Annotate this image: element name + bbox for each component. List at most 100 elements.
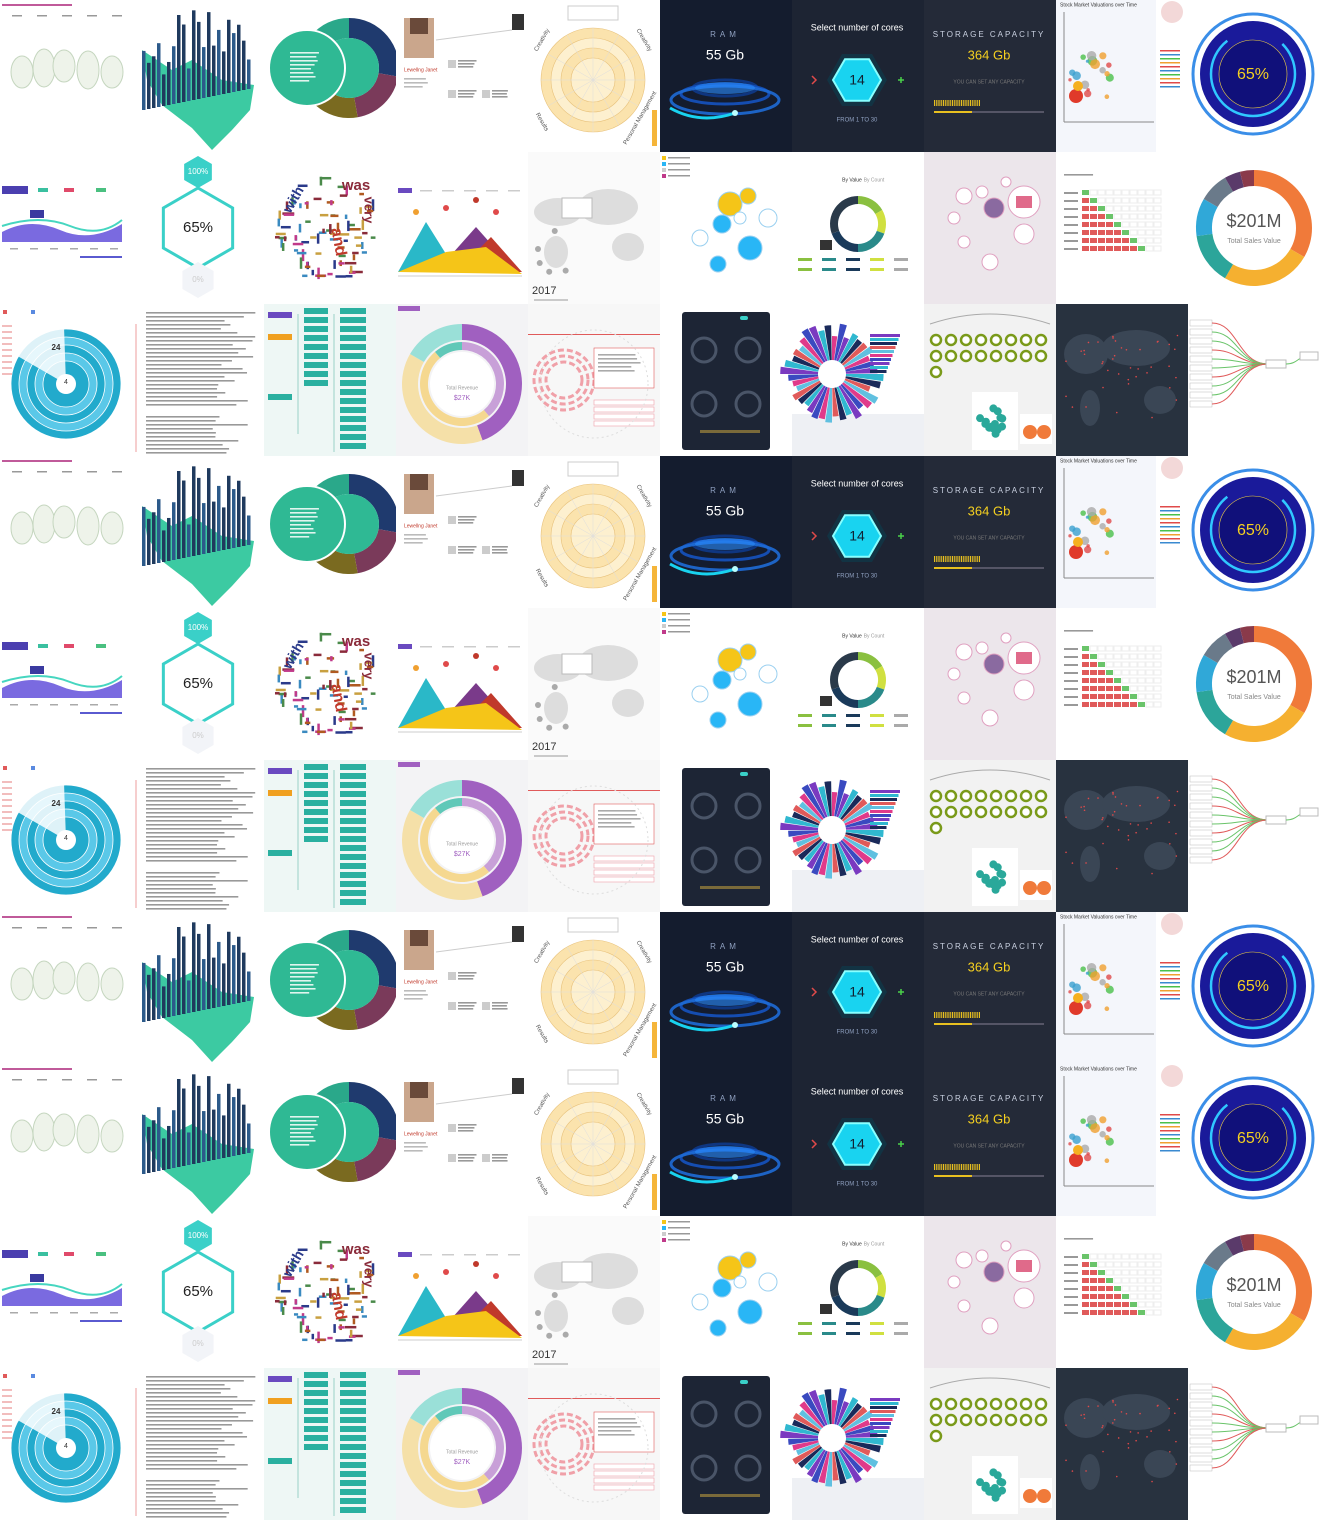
map-blob <box>76 50 100 90</box>
segment <box>875 210 886 234</box>
bubble <box>1104 94 1110 100</box>
cell <box>1113 653 1122 660</box>
segment <box>435 342 462 358</box>
segment <box>354 73 399 118</box>
route-dot <box>1112 1401 1114 1403</box>
bubble <box>1085 1123 1089 1127</box>
toggle <box>740 316 748 320</box>
tile: 244 <box>0 1368 132 1520</box>
cell <box>1090 1286 1097 1291</box>
capacity-tick <box>944 556 946 562</box>
bubble <box>1085 59 1089 63</box>
text-line <box>146 356 254 358</box>
text-line <box>598 810 636 812</box>
route-dot <box>1113 354 1116 357</box>
word <box>338 1318 346 1322</box>
metric <box>593 399 655 406</box>
hex-bottom <box>182 1326 214 1362</box>
segment <box>824 1389 832 1425</box>
tile <box>660 152 792 304</box>
text-line <box>146 328 221 330</box>
continent <box>1144 1450 1176 1478</box>
word <box>345 730 353 734</box>
cell <box>1129 213 1138 220</box>
highlight-wedge <box>17 1392 66 1448</box>
center <box>430 808 494 872</box>
route-dot <box>1101 362 1103 365</box>
capacity-tick <box>973 1012 975 1018</box>
year-line <box>37 1079 47 1081</box>
route-dot <box>1129 1431 1132 1433</box>
bar-3d <box>182 936 186 1014</box>
word <box>302 730 308 734</box>
tree-node <box>1019 333 1033 347</box>
label: was <box>341 1241 370 1258</box>
legend-swatch <box>31 1374 35 1378</box>
node <box>304 1426 328 1432</box>
segment <box>349 930 399 989</box>
cell <box>1098 662 1105 667</box>
map-blob <box>52 1113 76 1147</box>
text-line <box>290 80 310 82</box>
route-dot <box>1107 1433 1109 1436</box>
capacity-tick <box>935 556 937 562</box>
bar-3d <box>142 962 146 1022</box>
word <box>338 1297 350 1300</box>
marker <box>536 1324 543 1331</box>
cell <box>1113 669 1122 676</box>
label: 4 <box>64 1443 68 1450</box>
cell <box>1082 246 1089 251</box>
segment <box>806 1449 826 1478</box>
cell <box>1105 1261 1114 1268</box>
bar-3d <box>192 922 196 1012</box>
year-line <box>12 15 22 17</box>
segment <box>798 801 822 822</box>
word <box>278 692 287 696</box>
text-line <box>146 372 248 374</box>
text-line <box>146 1376 256 1378</box>
word <box>316 730 326 734</box>
node <box>304 335 328 341</box>
bar-3d <box>207 468 211 553</box>
capacity-tick <box>939 1164 941 1170</box>
word <box>359 648 364 652</box>
word <box>281 698 285 707</box>
cell <box>1153 653 1162 660</box>
node <box>340 326 366 332</box>
legend-swatch <box>662 174 666 178</box>
source <box>1189 391 1213 399</box>
cluster-node <box>981 417 990 426</box>
bubble <box>1104 527 1110 533</box>
cell <box>1082 694 1089 699</box>
year-line <box>62 15 72 17</box>
segment <box>843 1410 874 1432</box>
word <box>359 192 364 196</box>
bubble <box>975 1249 989 1263</box>
segment <box>1239 1234 1254 1252</box>
legend-item <box>1160 1126 1180 1128</box>
arrow <box>811 75 818 85</box>
word <box>278 1274 282 1284</box>
cell <box>1098 694 1105 699</box>
bubble <box>1099 979 1106 986</box>
bar-3d <box>237 1088 241 1155</box>
capacity-fill <box>934 1023 972 1025</box>
glow-core <box>695 994 755 1006</box>
label: Lewellng Janet <box>404 67 438 73</box>
tree-node <box>1034 805 1048 819</box>
segment <box>843 346 874 368</box>
map-blob <box>76 1114 100 1154</box>
cell <box>1153 245 1162 252</box>
legend-swatch <box>662 1238 666 1242</box>
word <box>352 251 359 255</box>
cluster-node <box>996 1477 1005 1486</box>
cell <box>1098 1302 1105 1307</box>
bubble <box>975 185 989 199</box>
legend-item <box>1160 990 1180 992</box>
route-dot <box>1087 341 1090 344</box>
bubble <box>1099 1116 1107 1124</box>
label: Lewellng Janet <box>404 979 438 985</box>
tree-node <box>959 1413 973 1427</box>
tile: Lewellng Janet <box>396 0 528 152</box>
word <box>343 239 348 243</box>
